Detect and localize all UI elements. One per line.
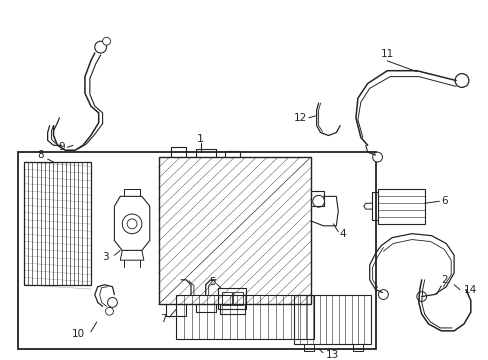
Text: 13: 13 bbox=[325, 350, 338, 360]
Bar bbox=[293, 294, 370, 344]
Circle shape bbox=[95, 41, 106, 53]
Circle shape bbox=[378, 290, 387, 300]
Bar bbox=[24, 162, 91, 285]
Circle shape bbox=[127, 219, 137, 229]
Text: 8: 8 bbox=[38, 150, 44, 160]
Circle shape bbox=[107, 297, 117, 307]
Circle shape bbox=[372, 152, 382, 162]
Text: 5: 5 bbox=[208, 277, 215, 287]
Circle shape bbox=[454, 74, 468, 87]
Bar bbox=[18, 152, 375, 348]
Text: 7: 7 bbox=[160, 314, 166, 324]
Text: 4: 4 bbox=[339, 229, 346, 239]
Circle shape bbox=[102, 37, 110, 45]
Circle shape bbox=[122, 214, 142, 234]
Text: 3: 3 bbox=[102, 252, 109, 262]
Circle shape bbox=[312, 195, 324, 207]
Text: 6: 6 bbox=[441, 196, 447, 206]
Bar bbox=[176, 294, 313, 339]
Text: 1: 1 bbox=[197, 134, 204, 144]
Bar bbox=[377, 189, 424, 224]
Text: 2: 2 bbox=[441, 275, 447, 285]
Bar bbox=[218, 288, 245, 309]
Bar bbox=[222, 292, 232, 305]
Circle shape bbox=[105, 307, 113, 315]
Bar bbox=[233, 292, 243, 305]
Text: 14: 14 bbox=[463, 285, 476, 294]
Text: 9: 9 bbox=[59, 142, 65, 152]
Text: 10: 10 bbox=[71, 329, 84, 339]
Text: 11: 11 bbox=[380, 49, 393, 59]
Text: 12: 12 bbox=[293, 113, 306, 123]
Bar bbox=[158, 157, 310, 304]
Circle shape bbox=[416, 292, 426, 301]
